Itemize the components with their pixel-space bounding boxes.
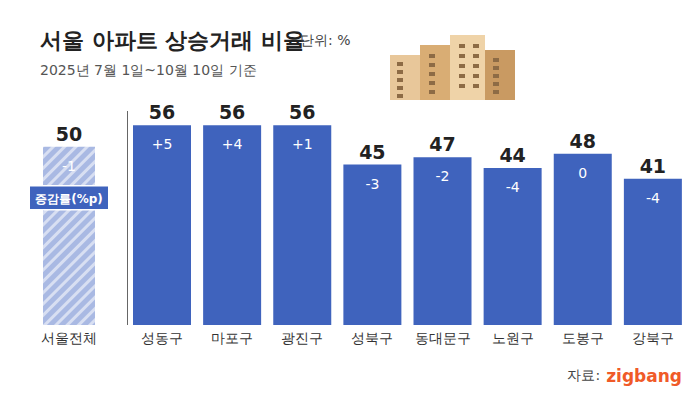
svg-text:1+1: 1+1 — [292, 136, 313, 152]
svg-text:-1-1: -1-1 — [62, 158, 76, 174]
svg-text:서울전체: 서울전체 — [41, 330, 97, 346]
svg-text:도봉구: 도봉구 — [562, 330, 604, 346]
svg-text:성북구: 성북구 — [351, 330, 393, 346]
svg-text:41: 41 — [640, 155, 666, 177]
svg-text:-3-3: -3-3 — [365, 176, 379, 192]
svg-text:45: 45 — [359, 141, 385, 163]
svg-text:56: 56 — [219, 101, 245, 123]
svg-text:50: 50 — [56, 123, 82, 145]
svg-text:5+5: 5+5 — [152, 136, 173, 152]
svg-text:강북구: 강북구 — [632, 330, 674, 346]
svg-text:47: 47 — [429, 133, 455, 155]
svg-text:-4-4: -4-4 — [506, 179, 520, 195]
svg-text:광진구: 광진구 — [281, 330, 323, 346]
svg-text:4+4: 4+4 — [222, 136, 243, 152]
html-text:자료: zigbang: 자료: zigbang — [567, 366, 682, 386]
html-text:단위: %: 단위: % — [300, 32, 351, 48]
svg-text:00: 00 — [578, 165, 587, 181]
svg-text:증감률(%p): 증감률(%p) — [35, 192, 103, 206]
html-text:서울 아파트 상승거래 비율: 서울 아파트 상승거래 비율 — [40, 28, 305, 53]
svg-text:노원구: 노원구 — [492, 330, 534, 346]
svg-text:48: 48 — [570, 130, 596, 152]
html-text:2025년 7월 1일~10월 10일 기준: 2025년 7월 1일~10월 10일 기준 — [40, 62, 257, 78]
svg-text:44: 44 — [499, 144, 525, 166]
svg-text:성동구: 성동구 — [141, 330, 183, 346]
svg-text:동대문구: 동대문구 — [415, 330, 471, 346]
svg-text:-2-2: -2-2 — [436, 168, 450, 184]
svg-text:-4-4: -4-4 — [646, 190, 660, 206]
svg-text:56: 56 — [149, 101, 175, 123]
svg-text:마포구: 마포구 — [211, 330, 253, 346]
svg-text:56: 56 — [289, 101, 315, 123]
